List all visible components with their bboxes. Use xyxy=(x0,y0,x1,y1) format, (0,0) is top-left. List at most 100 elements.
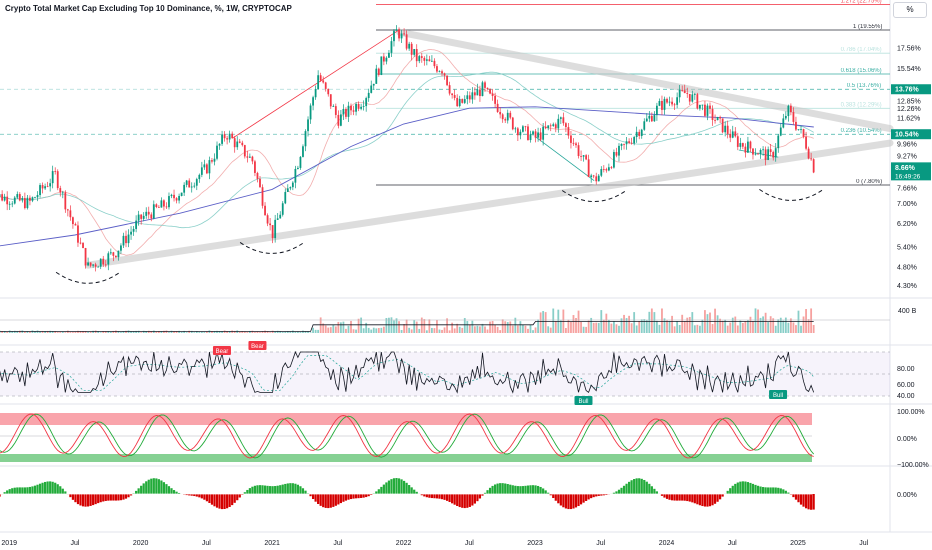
momentum-bar xyxy=(782,489,785,494)
momentum-bar xyxy=(162,482,166,494)
candle-body xyxy=(567,127,570,136)
overbought-band xyxy=(0,413,812,425)
volume-bar xyxy=(779,317,782,333)
momentum-bar xyxy=(92,494,95,506)
candle-body xyxy=(704,104,706,116)
momentum-bar xyxy=(797,494,800,503)
volume-bar xyxy=(259,332,261,333)
momentum-bar xyxy=(741,481,744,494)
volume-bar xyxy=(709,312,711,333)
volume-bar xyxy=(44,331,47,333)
time-tick-label: 2022 xyxy=(396,540,412,547)
candle-body xyxy=(31,197,34,201)
volume-bar xyxy=(413,320,416,333)
momentum-pane xyxy=(0,478,815,510)
candle-body xyxy=(34,197,36,199)
volume-bar xyxy=(514,317,517,333)
momentum-bar xyxy=(572,494,575,509)
volume-pane xyxy=(0,308,890,333)
candle-body xyxy=(223,134,226,139)
momentum-bar xyxy=(504,483,507,494)
price-tick-label: 7.00% xyxy=(897,201,917,208)
divergence-label: Bull xyxy=(578,399,588,405)
volume-bar xyxy=(585,326,588,333)
candle-body xyxy=(499,111,502,115)
momentum-bar xyxy=(810,494,813,510)
candle-body xyxy=(496,103,499,112)
momentum-bar xyxy=(410,487,413,494)
candle-body xyxy=(752,148,754,155)
momentum-bar xyxy=(271,486,274,494)
candle-body xyxy=(486,87,489,90)
volume-bar xyxy=(322,323,325,333)
volume-bar xyxy=(362,328,365,333)
percent-scale-button[interactable]: % xyxy=(893,2,927,18)
candle-body xyxy=(544,126,547,129)
volume-bar xyxy=(453,328,456,333)
volume-bar xyxy=(524,325,527,333)
momentum-bar xyxy=(284,483,287,494)
momentum-bar xyxy=(296,484,300,494)
volume-bar xyxy=(34,331,36,333)
candle-body xyxy=(312,97,314,106)
momentum-bar xyxy=(243,492,246,494)
momentum-bar xyxy=(799,494,803,505)
volume-bar xyxy=(516,325,519,333)
divergence-label-box xyxy=(769,390,788,399)
momentum-bar xyxy=(76,494,80,505)
candle-body xyxy=(178,195,180,201)
candle-body xyxy=(395,29,398,31)
volume-bar xyxy=(451,322,454,333)
candle-body xyxy=(188,180,191,188)
volume-bar xyxy=(198,332,201,333)
volume-bar xyxy=(729,322,732,333)
time-tick-label: 2020 xyxy=(133,540,149,547)
momentum-bar xyxy=(347,494,350,500)
candle-body xyxy=(372,83,375,86)
candle-body xyxy=(726,125,729,134)
momentum-bar xyxy=(286,483,289,494)
volume-bar xyxy=(178,330,180,333)
momentum-bar xyxy=(203,494,206,500)
volume-bar xyxy=(527,328,529,333)
volume-bar xyxy=(643,319,646,333)
volume-bar xyxy=(87,332,89,333)
candle-body xyxy=(661,100,663,110)
momentum-bar xyxy=(688,494,691,502)
candle-body xyxy=(807,148,810,159)
candle-body xyxy=(656,105,658,116)
candle-body xyxy=(653,115,656,122)
volume-bar xyxy=(638,321,641,333)
momentum-bar xyxy=(172,490,176,494)
momentum-bar xyxy=(253,485,257,494)
volume-bar xyxy=(491,320,494,333)
momentum-bar xyxy=(430,494,434,499)
volume-bar xyxy=(681,314,684,333)
momentum-bar xyxy=(794,494,798,500)
volume-bar xyxy=(309,332,312,333)
volume-bar xyxy=(706,314,709,333)
candle-body xyxy=(683,90,686,94)
momentum-bar xyxy=(716,494,719,502)
momentum-bar xyxy=(549,494,552,496)
candle-body xyxy=(254,161,256,173)
momentum-bar xyxy=(102,494,105,502)
volume-bar xyxy=(372,327,375,333)
momentum-bar xyxy=(731,485,734,494)
momentum-bar xyxy=(784,490,787,494)
candle-body xyxy=(420,56,423,58)
volume-bar xyxy=(137,330,140,333)
candle-body xyxy=(382,56,385,62)
volume-bar xyxy=(640,319,643,333)
divergence-label-box xyxy=(574,396,593,405)
momentum-bar xyxy=(592,494,595,498)
momentum-bar xyxy=(317,494,320,504)
momentum-bar xyxy=(322,494,325,508)
volume-bar xyxy=(795,325,797,333)
price-badge xyxy=(891,129,931,140)
momentum-bar xyxy=(792,494,795,498)
volume-bar xyxy=(683,321,686,333)
volume-bar xyxy=(537,319,539,333)
candle-body xyxy=(299,156,302,168)
